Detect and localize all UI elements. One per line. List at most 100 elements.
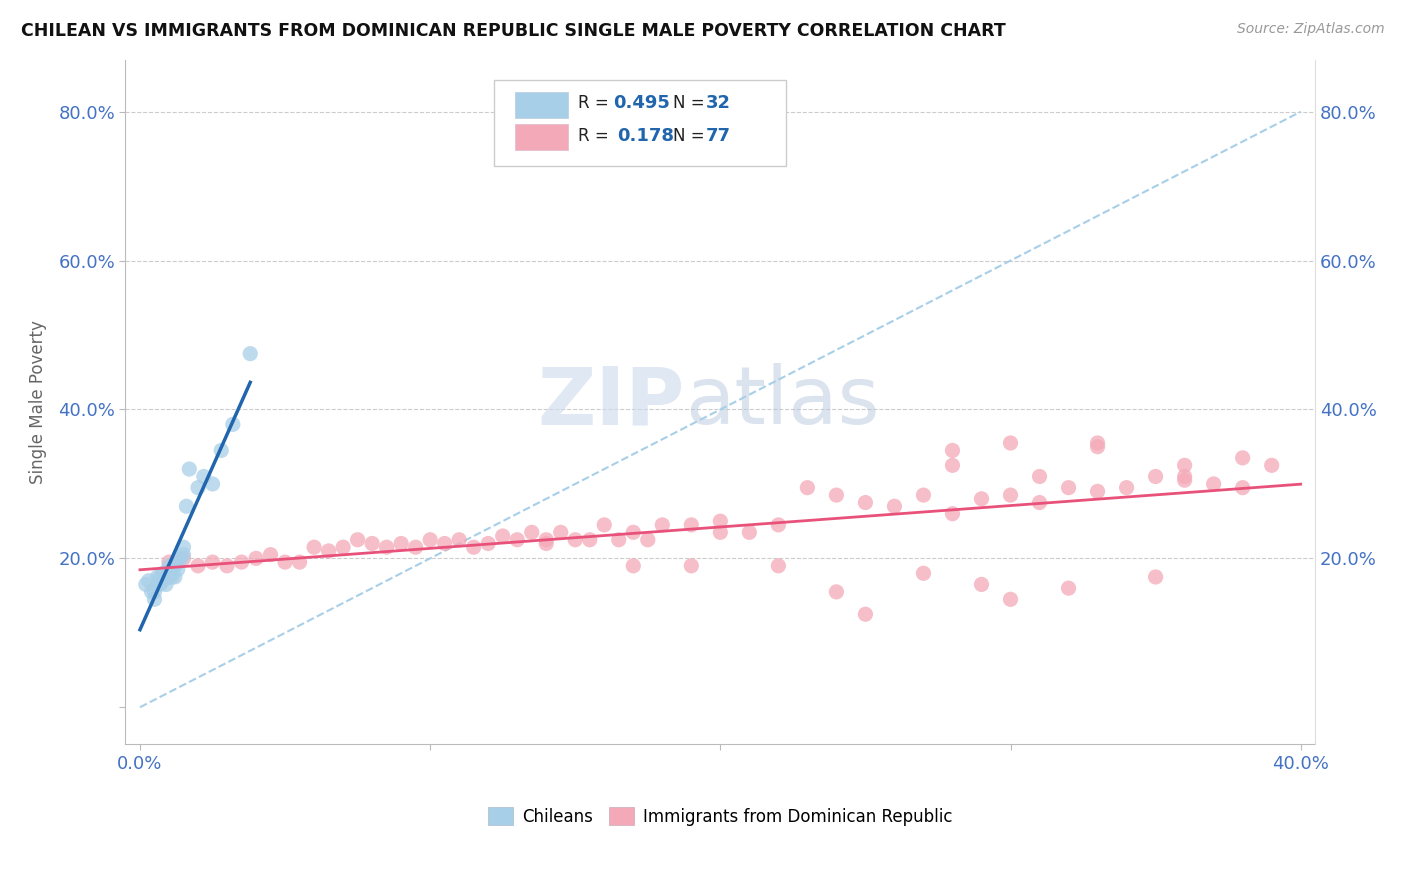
Point <box>166 555 188 569</box>
Point <box>173 551 195 566</box>
Point <box>912 566 935 581</box>
Point <box>157 558 180 573</box>
Point <box>768 517 790 532</box>
Point <box>681 517 703 532</box>
Point <box>361 536 384 550</box>
Point <box>463 540 485 554</box>
Point <box>855 607 877 622</box>
Point <box>1260 458 1282 473</box>
Point <box>534 536 557 550</box>
Point <box>160 563 183 577</box>
Point <box>302 540 325 554</box>
Text: 32: 32 <box>706 95 731 112</box>
Point <box>1000 592 1022 607</box>
Point <box>152 566 174 581</box>
Point <box>1028 495 1050 509</box>
Point <box>1115 481 1137 495</box>
Point <box>1232 450 1254 465</box>
Point <box>160 570 183 584</box>
Point <box>143 592 166 607</box>
Text: Source: ZipAtlas.com: Source: ZipAtlas.com <box>1237 22 1385 37</box>
Point <box>187 481 209 495</box>
Point <box>138 574 160 588</box>
Point <box>550 525 572 540</box>
Point <box>1087 436 1109 450</box>
Bar <box>515 124 568 150</box>
Point <box>173 548 195 562</box>
Point <box>245 551 267 566</box>
Point <box>193 469 215 483</box>
Point <box>941 507 963 521</box>
Point <box>1028 469 1050 483</box>
Point <box>1087 484 1109 499</box>
Point <box>173 540 195 554</box>
Point <box>1144 469 1167 483</box>
Point <box>941 458 963 473</box>
Point <box>215 558 238 573</box>
Point <box>163 558 186 573</box>
Point <box>621 558 644 573</box>
Text: R =: R = <box>578 95 613 112</box>
Text: atlas: atlas <box>685 363 879 441</box>
Point <box>163 570 186 584</box>
Point <box>157 570 180 584</box>
Point <box>1144 570 1167 584</box>
Point <box>1174 458 1197 473</box>
Point <box>209 443 232 458</box>
Point <box>1087 440 1109 454</box>
Point <box>141 585 163 599</box>
Point <box>681 558 703 573</box>
Point <box>201 555 224 569</box>
Point <box>1174 473 1197 487</box>
Point <box>149 570 172 584</box>
Text: 0.495: 0.495 <box>613 95 671 112</box>
Point <box>477 536 499 550</box>
Point <box>169 551 191 566</box>
Point <box>593 517 616 532</box>
Point <box>222 417 245 432</box>
Text: N =: N = <box>672 95 710 112</box>
Point <box>231 555 253 569</box>
Point <box>912 488 935 502</box>
FancyBboxPatch shape <box>495 80 786 166</box>
Point <box>239 346 262 360</box>
Point <box>332 540 354 554</box>
Point <box>259 548 281 562</box>
Point <box>825 488 848 502</box>
Point <box>433 536 456 550</box>
Point <box>274 555 297 569</box>
Point <box>288 555 311 569</box>
Point <box>155 570 177 584</box>
Point <box>520 525 543 540</box>
Point <box>796 481 818 495</box>
Point <box>155 577 177 591</box>
Point <box>651 517 673 532</box>
Text: 0.178: 0.178 <box>617 127 673 145</box>
Point <box>143 585 166 599</box>
Point <box>157 555 180 569</box>
Text: N =: N = <box>672 127 710 145</box>
Point <box>970 491 993 506</box>
Point <box>375 540 398 554</box>
Point <box>135 577 157 591</box>
Point <box>1232 481 1254 495</box>
Point <box>709 514 731 528</box>
Point <box>1057 581 1080 595</box>
Point <box>768 558 790 573</box>
Point <box>187 558 209 573</box>
Point <box>449 533 471 547</box>
Bar <box>515 92 568 118</box>
Point <box>564 533 586 547</box>
Point <box>166 563 188 577</box>
Point <box>607 533 630 547</box>
Point <box>201 477 224 491</box>
Point <box>578 533 600 547</box>
Point <box>1174 469 1197 483</box>
Point <box>709 525 731 540</box>
Text: ZIP: ZIP <box>537 363 685 441</box>
Legend: Chileans, Immigrants from Dominican Republic: Chileans, Immigrants from Dominican Repu… <box>482 801 959 832</box>
Point <box>405 540 427 554</box>
Text: R =: R = <box>578 127 619 145</box>
Point <box>318 544 340 558</box>
Point <box>855 495 877 509</box>
